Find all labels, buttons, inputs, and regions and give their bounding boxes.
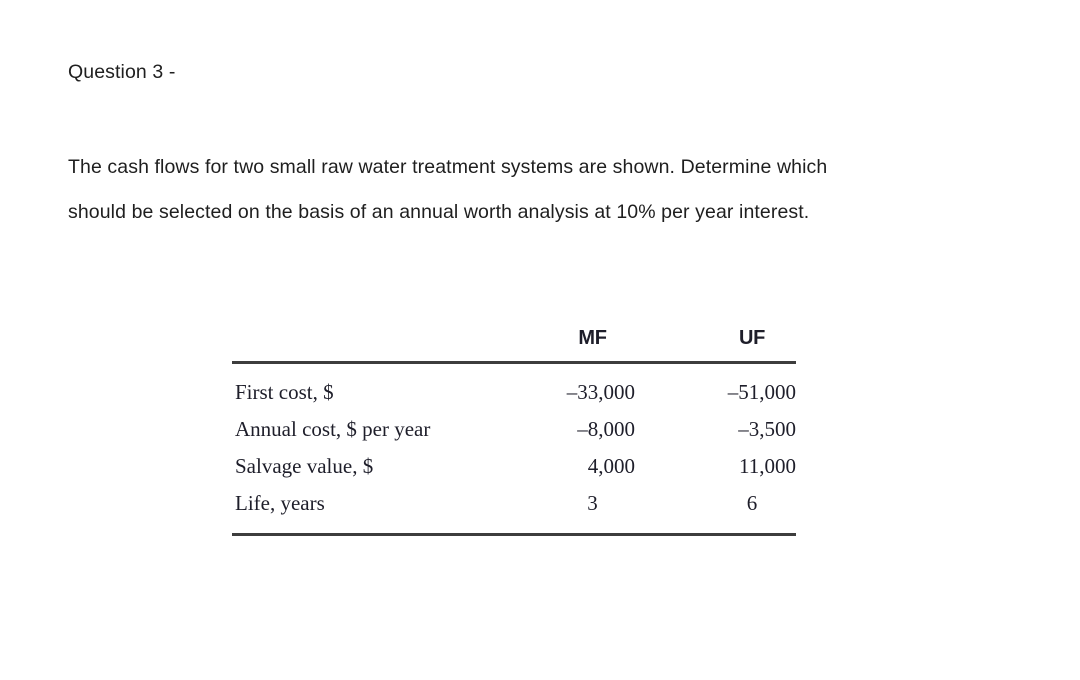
- uf-value: 6: [746, 491, 758, 515]
- table-header-spacer: [635, 312, 708, 364]
- question-prompt: The cash flows for two small raw water t…: [68, 145, 968, 235]
- table-row: First cost, $ –33,000 –51,000: [232, 363, 796, 406]
- row-label: First cost, $: [235, 380, 334, 404]
- table-header-empty: [232, 312, 550, 364]
- mf-value: –33,000: [566, 380, 635, 404]
- row-label: Annual cost, $ per year: [235, 417, 431, 441]
- spacer-cell: [635, 442, 708, 479]
- uf-value: –51,000: [727, 380, 796, 404]
- table-row: Salvage value, $ 4,000 11,000: [232, 442, 796, 479]
- spacer-cell: [635, 405, 708, 442]
- uf-value: 11,000: [739, 454, 796, 478]
- table-header-mf: MF: [550, 312, 635, 364]
- row-label: Salvage value, $: [235, 454, 374, 478]
- uf-value: –3,500: [738, 417, 796, 441]
- cashflow-table: MF UF First cost, $ –33,000 –51,000 Annual …: [232, 312, 796, 536]
- row-label: Life, years: [235, 491, 325, 515]
- table-row: Annual cost, $ per year –8,000 –3,500: [232, 405, 796, 442]
- mf-value: –8,000: [577, 417, 635, 441]
- spacer-cell: [635, 479, 708, 535]
- question-title: Question 3 -: [68, 61, 176, 83]
- prompt-line-1: The cash flows for two small raw water t…: [68, 156, 828, 178]
- table-header-uf: UF: [708, 312, 796, 364]
- mf-value: 3: [587, 491, 598, 515]
- spacer-cell: [635, 363, 708, 406]
- table-body: First cost, $ –33,000 –51,000 Annual cost, …: [232, 363, 796, 535]
- prompt-line-2: should be selected on the basis of an an…: [68, 201, 810, 223]
- mf-value: 4,000: [587, 454, 635, 478]
- table-header-row: MF UF: [232, 312, 796, 364]
- table-row: Life, years 3 6: [232, 479, 796, 535]
